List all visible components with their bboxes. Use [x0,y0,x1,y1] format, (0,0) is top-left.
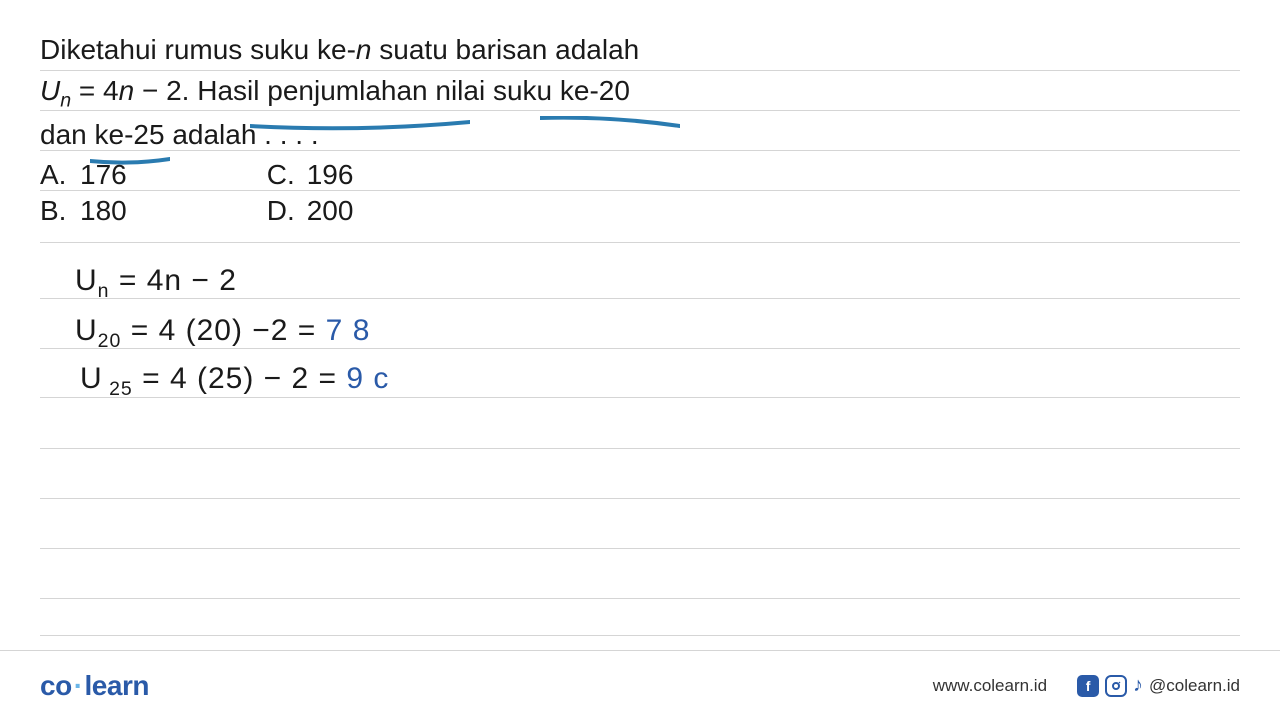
hw-text: = 4 (25) − 2 = [133,362,347,395]
social-links: f ♪ @colearn.id [1077,675,1240,697]
option-b: B.180 [40,195,127,227]
handwriting-line-3: U 25 = 4 (25) − 2 = 9 c [80,362,389,401]
option-a: A.176 [40,159,127,191]
italic-variable: n [119,75,135,106]
question-line-3: dan ke-25 adalah . . . . [40,115,1240,156]
hw-subscript: n [98,280,110,302]
instagram-icon [1105,675,1127,697]
question-line-1: Diketahui rumus suku ke-n suatu barisan … [40,30,1240,71]
hw-text: U [75,314,98,347]
brand-logo: co·learn [40,670,149,702]
footer-right: www.colearn.id f ♪ @colearn.id [933,675,1240,697]
option-column-left: A.176 B.180 [40,159,127,227]
answer-options: A.176 B.180 C.196 D.200 [40,159,1240,227]
footer-bar: co·learn www.colearn.id f ♪ @colearn.id [0,650,1280,720]
logo-co: co [40,670,72,701]
hw-accent-text: 7 8 [326,314,371,347]
text-fragment: suatu barisan adalah [371,34,639,65]
option-column-right: C.196 D.200 [267,159,354,227]
option-label: A. [40,159,80,191]
hw-text: U [75,264,98,297]
hw-text: = 4n − 2 [110,264,237,297]
logo-dot: · [72,670,85,701]
logo-learn: learn [85,670,149,701]
handwriting-line-1: Un = 4n − 2 [75,264,237,303]
hw-subscript: 25 [103,378,133,400]
website-url: www.colearn.id [933,676,1047,696]
hw-accent-text: 9 c [346,362,389,395]
option-value: 200 [307,195,354,226]
option-value: 176 [80,159,127,190]
tiktok-icon: ♪ [1133,675,1143,697]
handwriting-line-2: U20 = 4 (20) −2 = 7 8 [75,314,370,353]
text-fragment: = 4 [71,75,118,106]
facebook-icon: f [1077,675,1099,697]
social-handle: @colearn.id [1149,676,1240,696]
option-value: 196 [307,159,354,190]
formula-u: U [40,75,60,106]
text-fragment: Diketahui rumus suku ke- [40,34,356,65]
text-fragment: − 2. Hasil penjumlahan nilai suku ke-20 [134,75,630,106]
option-label: D. [267,195,307,227]
question-text: Diketahui rumus suku ke-n suatu barisan … [40,30,1240,155]
hw-text: = 4 (20) −2 = [121,314,325,347]
hw-subscript: 20 [98,330,122,352]
italic-variable: n [356,34,372,65]
option-d: D.200 [267,195,354,227]
option-label: C. [267,159,307,191]
hw-text: U [80,362,103,395]
question-line-2: Un = 4n − 2. Hasil penjumlahan nilai suk… [40,71,1240,115]
option-label: B. [40,195,80,227]
option-value: 180 [80,195,127,226]
formula-subscript: n [60,89,71,111]
option-c: C.196 [267,159,354,191]
